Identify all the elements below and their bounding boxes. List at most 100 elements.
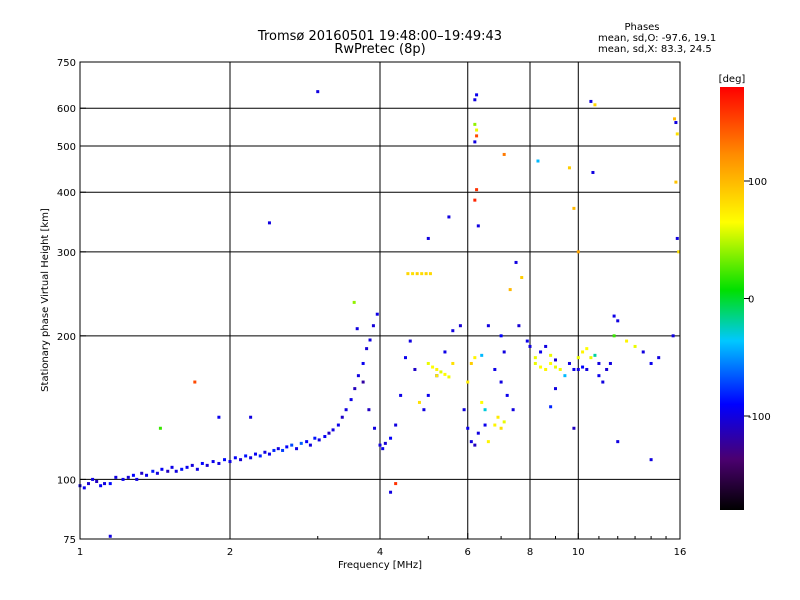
data-point bbox=[539, 365, 543, 369]
data-point bbox=[145, 473, 149, 477]
data-point bbox=[180, 467, 184, 471]
data-point bbox=[447, 375, 451, 379]
data-point bbox=[553, 387, 557, 391]
data-point bbox=[576, 367, 580, 371]
data-point bbox=[253, 452, 257, 456]
data-point bbox=[480, 353, 484, 357]
data-point bbox=[383, 441, 387, 445]
grid-lines bbox=[80, 62, 680, 539]
data-point bbox=[367, 408, 371, 412]
data-point bbox=[349, 398, 353, 402]
data-point bbox=[536, 159, 540, 163]
data-point bbox=[263, 450, 267, 454]
data-point bbox=[593, 103, 597, 107]
data-point bbox=[431, 365, 435, 369]
data-point bbox=[121, 477, 125, 481]
data-point bbox=[597, 361, 601, 365]
data-point bbox=[673, 117, 677, 121]
data-point bbox=[158, 426, 162, 430]
data-point bbox=[443, 350, 447, 354]
data-point bbox=[671, 334, 675, 338]
data-point bbox=[281, 448, 285, 452]
phase-line-o: mean, sd,O: -97.6, 19.1 bbox=[598, 33, 716, 44]
data-point bbox=[605, 367, 609, 371]
data-point bbox=[544, 344, 548, 348]
data-point bbox=[352, 300, 356, 304]
data-point bbox=[476, 224, 480, 228]
data-point bbox=[493, 423, 497, 427]
data-point bbox=[563, 374, 567, 378]
data-point bbox=[305, 440, 309, 444]
data-point bbox=[572, 426, 576, 430]
data-point bbox=[473, 98, 477, 102]
data-point bbox=[601, 380, 605, 384]
data-point bbox=[285, 445, 289, 449]
data-point bbox=[451, 329, 455, 333]
data-point bbox=[151, 469, 155, 473]
data-point bbox=[249, 415, 253, 419]
data-point bbox=[612, 314, 616, 318]
data-point bbox=[544, 367, 548, 371]
data-point bbox=[394, 482, 398, 486]
colorbar-ticks: -100 0 100 bbox=[744, 177, 771, 423]
data-point bbox=[399, 393, 403, 397]
data-point bbox=[466, 380, 470, 384]
data-point bbox=[428, 272, 432, 276]
data-point bbox=[267, 452, 271, 456]
data-point bbox=[486, 440, 490, 444]
data-point bbox=[340, 415, 344, 419]
data-point bbox=[499, 334, 503, 338]
data-point bbox=[533, 361, 537, 365]
y-tick-label: 200 bbox=[57, 332, 76, 343]
data-point bbox=[674, 121, 678, 125]
y-tick-label: 300 bbox=[57, 248, 76, 259]
data-point bbox=[473, 443, 477, 447]
data-point bbox=[166, 469, 170, 473]
data-point bbox=[475, 188, 479, 192]
data-point bbox=[356, 374, 360, 378]
data-point bbox=[462, 408, 466, 412]
data-point bbox=[649, 361, 653, 365]
data-point bbox=[424, 272, 428, 276]
data-point bbox=[589, 356, 593, 360]
data-point bbox=[486, 324, 490, 328]
data-point bbox=[528, 344, 532, 348]
data-point bbox=[378, 443, 382, 447]
data-point bbox=[276, 447, 280, 451]
data-point bbox=[558, 367, 562, 371]
data-point bbox=[508, 288, 512, 292]
data-point bbox=[520, 276, 524, 280]
data-point bbox=[576, 250, 580, 254]
data-point bbox=[258, 454, 262, 458]
data-point bbox=[549, 361, 553, 365]
data-point bbox=[355, 327, 359, 331]
data-point bbox=[95, 479, 99, 483]
data-point bbox=[103, 482, 107, 486]
data-point bbox=[317, 438, 321, 442]
data-point bbox=[589, 99, 593, 103]
data-point bbox=[475, 128, 479, 132]
data-point bbox=[249, 456, 253, 460]
x-tick-label: 10 bbox=[572, 547, 585, 558]
data-point bbox=[608, 361, 612, 365]
data-point bbox=[675, 236, 679, 240]
data-point bbox=[217, 461, 221, 465]
data-point bbox=[435, 367, 439, 371]
chart-title: Tromsø 20160501 19:48:00–19:49:43 bbox=[257, 29, 502, 44]
data-point bbox=[499, 426, 503, 430]
data-point bbox=[549, 353, 553, 357]
data-point bbox=[447, 215, 451, 219]
data-point bbox=[469, 361, 473, 365]
y-tick-label: 75 bbox=[63, 535, 76, 546]
data-point bbox=[295, 447, 299, 451]
data-point bbox=[466, 426, 470, 430]
data-point bbox=[572, 367, 576, 371]
data-point bbox=[641, 350, 645, 354]
x-axis-label: Frequency [MHz] bbox=[338, 560, 422, 571]
data-point bbox=[625, 339, 629, 343]
data-point bbox=[591, 170, 595, 174]
data-point bbox=[458, 324, 462, 328]
data-point bbox=[267, 221, 271, 225]
colorbar bbox=[720, 87, 744, 510]
